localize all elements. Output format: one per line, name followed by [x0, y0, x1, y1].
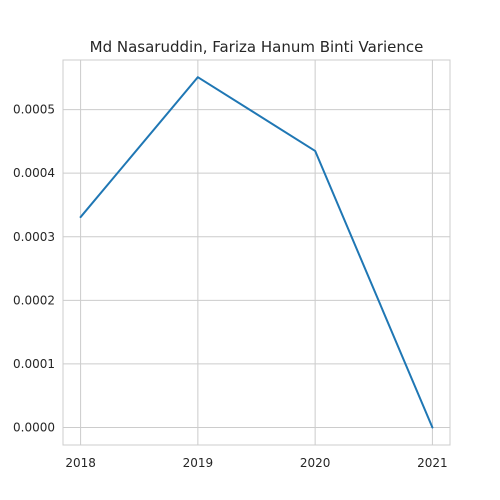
x-tick-label: 2018 — [65, 456, 96, 470]
y-tick-label: 0.0005 — [13, 103, 55, 117]
y-tick-label: 0.0000 — [13, 421, 55, 435]
y-tick-label: 0.0002 — [13, 293, 55, 307]
x-tick-label: 2021 — [417, 456, 448, 470]
y-tick-label: 0.0003 — [13, 230, 55, 244]
x-tick-label: 2020 — [300, 456, 331, 470]
grid-lines — [63, 60, 450, 445]
y-tick-label: 0.0001 — [13, 357, 55, 371]
series-layer — [79, 76, 434, 429]
series-line — [79, 76, 434, 429]
plot-area-frame — [62, 59, 451, 446]
x-axis-ticks: 2018 2019 2020 2021 — [65, 456, 447, 470]
y-axis-ticks: 0.0000 0.0001 0.0002 0.0003 0.0004 0.0005 — [13, 103, 55, 435]
y-tick-label: 0.0004 — [13, 166, 55, 180]
x-tick-label: 2019 — [183, 456, 214, 470]
chart-title: Md Nasaruddin, Fariza Hanum Binti Varien… — [90, 38, 424, 56]
